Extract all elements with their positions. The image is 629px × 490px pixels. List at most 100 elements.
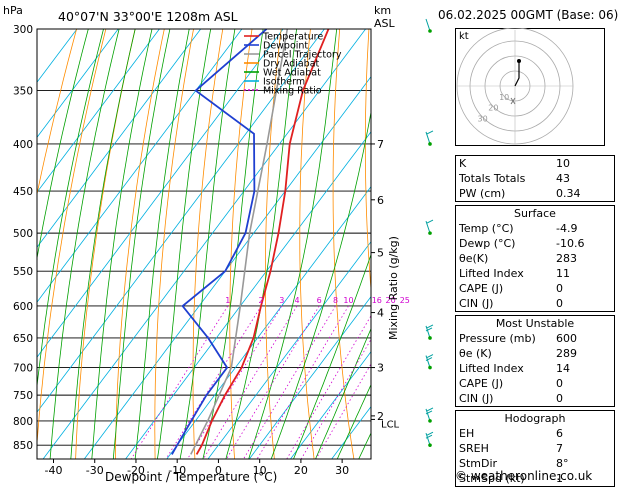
stat-label: SREH xyxy=(456,441,553,456)
mixing-ratio-label: 10 xyxy=(343,296,353,305)
dry-adiabat-line xyxy=(365,1,395,465)
mixing-ratio-line xyxy=(282,306,377,468)
pressure-tick-label: 600 xyxy=(13,301,33,313)
stat-row: θe(K)283 xyxy=(456,251,614,266)
lcl-label: LCL xyxy=(381,419,400,430)
stat-value: 289 xyxy=(553,346,614,361)
x-tick-label: 30 xyxy=(335,464,349,477)
stat-label: CIN (J) xyxy=(456,296,553,311)
stat-label: θe (K) xyxy=(456,346,553,361)
stat-row: PW (cm)0.34 xyxy=(456,186,614,201)
series-dewpoint xyxy=(172,29,267,454)
mixing-ratio-line xyxy=(221,306,319,468)
stat-row: Dewp (°C)-10.6 xyxy=(456,236,614,251)
wind-barb-base xyxy=(428,336,432,340)
mixing-ratio-label: 16 xyxy=(372,296,382,305)
most-unstable-title: Most Unstable xyxy=(456,316,614,331)
x-tick-label: -40 xyxy=(45,464,63,477)
wind-barb-base xyxy=(428,419,432,423)
stat-row: Pressure (mb)600 xyxy=(456,331,614,346)
wind-barb-flag xyxy=(427,325,433,328)
km-tick-label: 3 xyxy=(377,362,384,375)
stat-value: -10.6 xyxy=(553,236,614,251)
km-tick-label: 5 xyxy=(377,247,384,260)
pressure-tick-label: 450 xyxy=(13,186,33,198)
wet-adiabat-line xyxy=(91,1,158,468)
x-axis-title: Dewpoint / Temperature (°C) xyxy=(105,470,277,484)
wind-barb xyxy=(426,19,430,31)
km-unit-label: km xyxy=(374,4,391,17)
stat-value: 0.34 xyxy=(553,186,614,201)
stat-label: Dewp (°C) xyxy=(456,236,553,251)
stat-value: 0 xyxy=(553,376,614,391)
pressure-tick-label: 350 xyxy=(13,86,33,98)
pressure-tick-label: 850 xyxy=(13,440,33,452)
km-tick-label: 7 xyxy=(377,138,384,151)
stat-label: CIN (J) xyxy=(456,391,553,406)
stat-value: 11 xyxy=(553,266,614,281)
stat-label: Lifted Index xyxy=(456,266,553,281)
stat-row: θe (K)289 xyxy=(456,346,614,361)
dry-adiabat-line xyxy=(230,1,256,465)
mixing-ratio-label: 4 xyxy=(294,296,299,305)
stat-label: θe(K) xyxy=(456,251,553,266)
stat-label: Lifted Index xyxy=(456,361,553,376)
hodograph-end-marker xyxy=(517,59,521,63)
hodograph-stats-title: Hodograph xyxy=(456,411,614,426)
mixing-ratio-line xyxy=(238,306,335,468)
stat-label: CAPE (J) xyxy=(456,281,553,296)
stat-label: EH xyxy=(456,426,553,441)
mixing-ratio-label: 6 xyxy=(317,296,322,305)
mixing-ratio-label: 3 xyxy=(279,296,284,305)
stat-value: 7 xyxy=(553,441,614,456)
stat-row: Temp (°C)-4.9 xyxy=(456,221,614,236)
wind-barb-flag xyxy=(427,220,433,223)
mixing-ratio-label: 2 xyxy=(259,296,264,305)
stat-value: 0 xyxy=(553,391,614,406)
stat-row: CIN (J)0 xyxy=(456,391,614,406)
stat-label: Pressure (mb) xyxy=(456,331,553,346)
mixing-ratio-label: 25 xyxy=(400,296,410,305)
pressure-tick-label: 300 xyxy=(13,24,33,36)
stat-row: CIN (J)0 xyxy=(456,296,614,311)
asl-unit-label: ASL xyxy=(374,17,396,30)
stat-label: PW (cm) xyxy=(456,186,553,201)
km-tick-label: 6 xyxy=(377,194,384,207)
pressure-tick-label: 650 xyxy=(13,333,33,345)
wind-barb-flag xyxy=(427,131,433,134)
copyright-text[interactable]: © weatheronline.co.uk xyxy=(455,469,592,483)
stat-value: 0 xyxy=(553,281,614,296)
stat-value: 283 xyxy=(553,251,614,266)
stat-label: K xyxy=(456,156,553,171)
stat-value: 6 xyxy=(553,426,614,441)
pressure-tick-label: 550 xyxy=(13,266,33,278)
wind-barb-base xyxy=(428,142,432,146)
hodograph-ring-label: 20 xyxy=(488,104,498,113)
wind-barbs xyxy=(426,19,433,447)
stat-row: CAPE (J)0 xyxy=(456,376,614,391)
hodograph-ring-label: 30 xyxy=(478,114,488,123)
pressure-tick-label: 750 xyxy=(13,390,33,402)
mixing-ratio-line xyxy=(160,306,261,468)
hodograph-ring-label: 10 xyxy=(499,93,509,102)
stat-value: 0 xyxy=(553,296,614,311)
pressure-tick-label: 800 xyxy=(13,416,33,428)
mixing-ratio-axis-title: Mixing Ratio (g/kg) xyxy=(387,236,400,340)
wind-barb-base xyxy=(428,29,432,33)
hpa-unit-label: hPa xyxy=(3,4,23,17)
x-tick-label: -30 xyxy=(86,464,104,477)
x-tick-label: 20 xyxy=(294,464,308,477)
wet-adiabat-line xyxy=(178,1,239,468)
pressure-tick-label: 500 xyxy=(13,228,33,240)
